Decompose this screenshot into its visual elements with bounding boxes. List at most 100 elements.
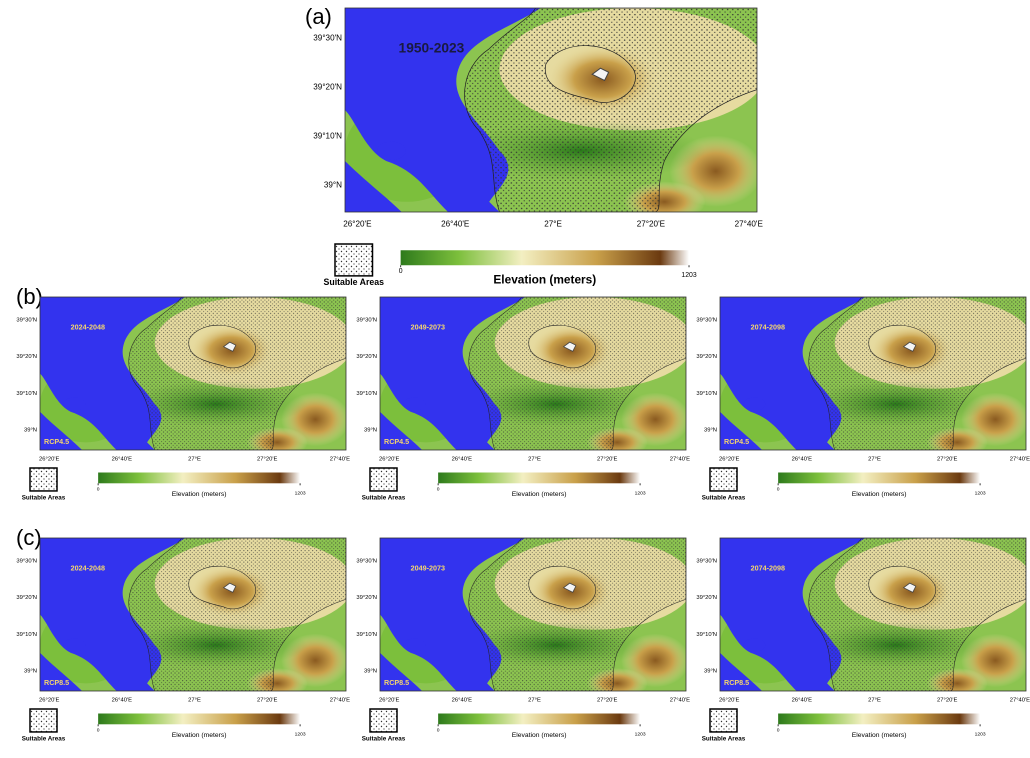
colorbar-tick-label: 1203	[295, 732, 306, 738]
scenario-label: RCP4.5	[724, 437, 749, 446]
lon-label: 27°20'E	[597, 457, 617, 463]
colorbar	[778, 714, 980, 725]
lat-label: 39°N	[324, 181, 342, 190]
lon-label: 27°40'E	[1010, 457, 1030, 463]
colorbar-tick-label: 1203	[635, 491, 646, 497]
colorbar-label: Elevation (meters)	[512, 491, 567, 498]
colorbar-label: Elevation (meters)	[512, 732, 567, 739]
colorbar-tick-label: 0	[777, 728, 780, 734]
colorbar-tick-label: 1203	[635, 732, 646, 738]
colorbar-tick-label: 1203	[975, 732, 986, 738]
colorbar	[438, 473, 640, 484]
legend-label: Suitable Areas	[362, 736, 406, 743]
lon-label: 27°40'E	[670, 698, 690, 704]
lat-label: 39°10'N	[696, 391, 717, 397]
lat-label: 39°10'N	[313, 132, 342, 141]
lat-label: 39°N	[704, 428, 717, 434]
colorbar-label: Elevation (meters)	[493, 272, 596, 286]
period-label: 2024-2048	[71, 323, 105, 332]
colorbar	[438, 714, 640, 725]
lat-label: 39°20'N	[696, 354, 717, 360]
colorbar-tick-label: 0	[437, 728, 440, 734]
lat-label: 39°20'N	[356, 595, 377, 601]
colorbar-label: Elevation (meters)	[852, 491, 907, 498]
legend-swatch	[30, 468, 57, 491]
period-label: 2024-2048	[71, 564, 105, 573]
scenario-label: RCP4.5	[44, 437, 69, 446]
lon-label: 26°40'E	[112, 457, 132, 463]
legend-label: Suitable Areas	[702, 736, 746, 743]
lat-label: 39°30'N	[356, 558, 377, 564]
lat-label: 39°30'N	[16, 317, 37, 323]
legend-swatch	[710, 709, 737, 732]
legend-swatch	[370, 709, 397, 732]
scenario-label: RCP4.5	[384, 437, 409, 446]
lon-label: 27°20'E	[597, 698, 617, 704]
colorbar-tick-label: 0	[399, 268, 403, 275]
legend-swatch	[335, 244, 373, 276]
colorbar	[98, 473, 300, 484]
colorbar-label: Elevation (meters)	[852, 732, 907, 739]
lat-label: 39°10'N	[16, 632, 37, 638]
lon-label: 27°40'E	[670, 457, 690, 463]
lon-label: 27°20'E	[637, 220, 666, 229]
legend-label: Suitable Areas	[22, 736, 66, 743]
lon-label: 26°20'E	[39, 698, 59, 704]
lon-label: 27°20'E	[257, 457, 277, 463]
panel-label: (c)	[16, 525, 42, 550]
period-label: 1950-2023	[399, 40, 465, 55]
lat-label: 39°30'N	[696, 317, 717, 323]
lat-label: 39°20'N	[16, 354, 37, 360]
lat-label: 39°N	[24, 669, 37, 675]
lon-label: 27°40'E	[735, 220, 764, 229]
lon-label: 27°E	[188, 457, 201, 463]
colorbar	[401, 250, 689, 265]
colorbar-label: Elevation (meters)	[172, 732, 227, 739]
legend-swatch	[710, 468, 737, 491]
legend-label: Suitable Areas	[362, 495, 406, 502]
colorbar-tick-label: 1203	[295, 491, 306, 497]
lat-label: 39°20'N	[696, 595, 717, 601]
lon-label: 26°40'E	[792, 457, 812, 463]
lon-label: 26°20'E	[379, 698, 399, 704]
lon-label: 26°40'E	[452, 698, 472, 704]
lon-label: 27°E	[868, 457, 881, 463]
lat-label: 39°10'N	[356, 632, 377, 638]
lat-label: 39°30'N	[696, 558, 717, 564]
colorbar-tick-label: 1203	[975, 491, 986, 497]
lon-label: 27°20'E	[937, 457, 957, 463]
lat-label: 39°10'N	[356, 391, 377, 397]
lat-label: 39°N	[704, 669, 717, 675]
scenario-label: RCP8.5	[384, 678, 409, 687]
colorbar-label: Elevation (meters)	[172, 491, 227, 498]
lon-label: 26°40'E	[441, 220, 470, 229]
lat-label: 39°30'N	[356, 317, 377, 323]
lon-label: 26°40'E	[452, 457, 472, 463]
period-label: 2074-2098	[751, 564, 785, 573]
lat-label: 39°20'N	[313, 83, 342, 92]
colorbar	[778, 473, 980, 484]
legend-label: Suitable Areas	[702, 495, 746, 502]
lon-label: 27°40'E	[330, 457, 350, 463]
lon-label: 26°20'E	[719, 698, 739, 704]
lat-label: 39°N	[24, 428, 37, 434]
lon-label: 26°40'E	[792, 698, 812, 704]
panel-label: (a)	[305, 4, 332, 29]
period-label: 2049-2073	[411, 564, 445, 573]
figure: (a)(b)(c)39°30'N39°20'N39°10'N39°N26°20'…	[0, 0, 1030, 753]
lon-label: 27°E	[528, 698, 541, 704]
colorbar	[98, 714, 300, 725]
lon-label: 27°E	[868, 698, 881, 704]
colorbar-tick-label: 0	[97, 487, 100, 493]
lat-label: 39°N	[364, 669, 377, 675]
lon-label: 27°E	[544, 220, 562, 229]
period-label: 2049-2073	[411, 323, 445, 332]
period-label: 2074-2098	[751, 323, 785, 332]
lon-label: 27°20'E	[937, 698, 957, 704]
lon-label: 26°20'E	[379, 457, 399, 463]
legend-swatch	[30, 709, 57, 732]
scenario-label: RCP8.5	[44, 678, 69, 687]
lon-label: 27°20'E	[257, 698, 277, 704]
lat-label: 39°N	[364, 428, 377, 434]
lon-label: 26°20'E	[343, 220, 372, 229]
